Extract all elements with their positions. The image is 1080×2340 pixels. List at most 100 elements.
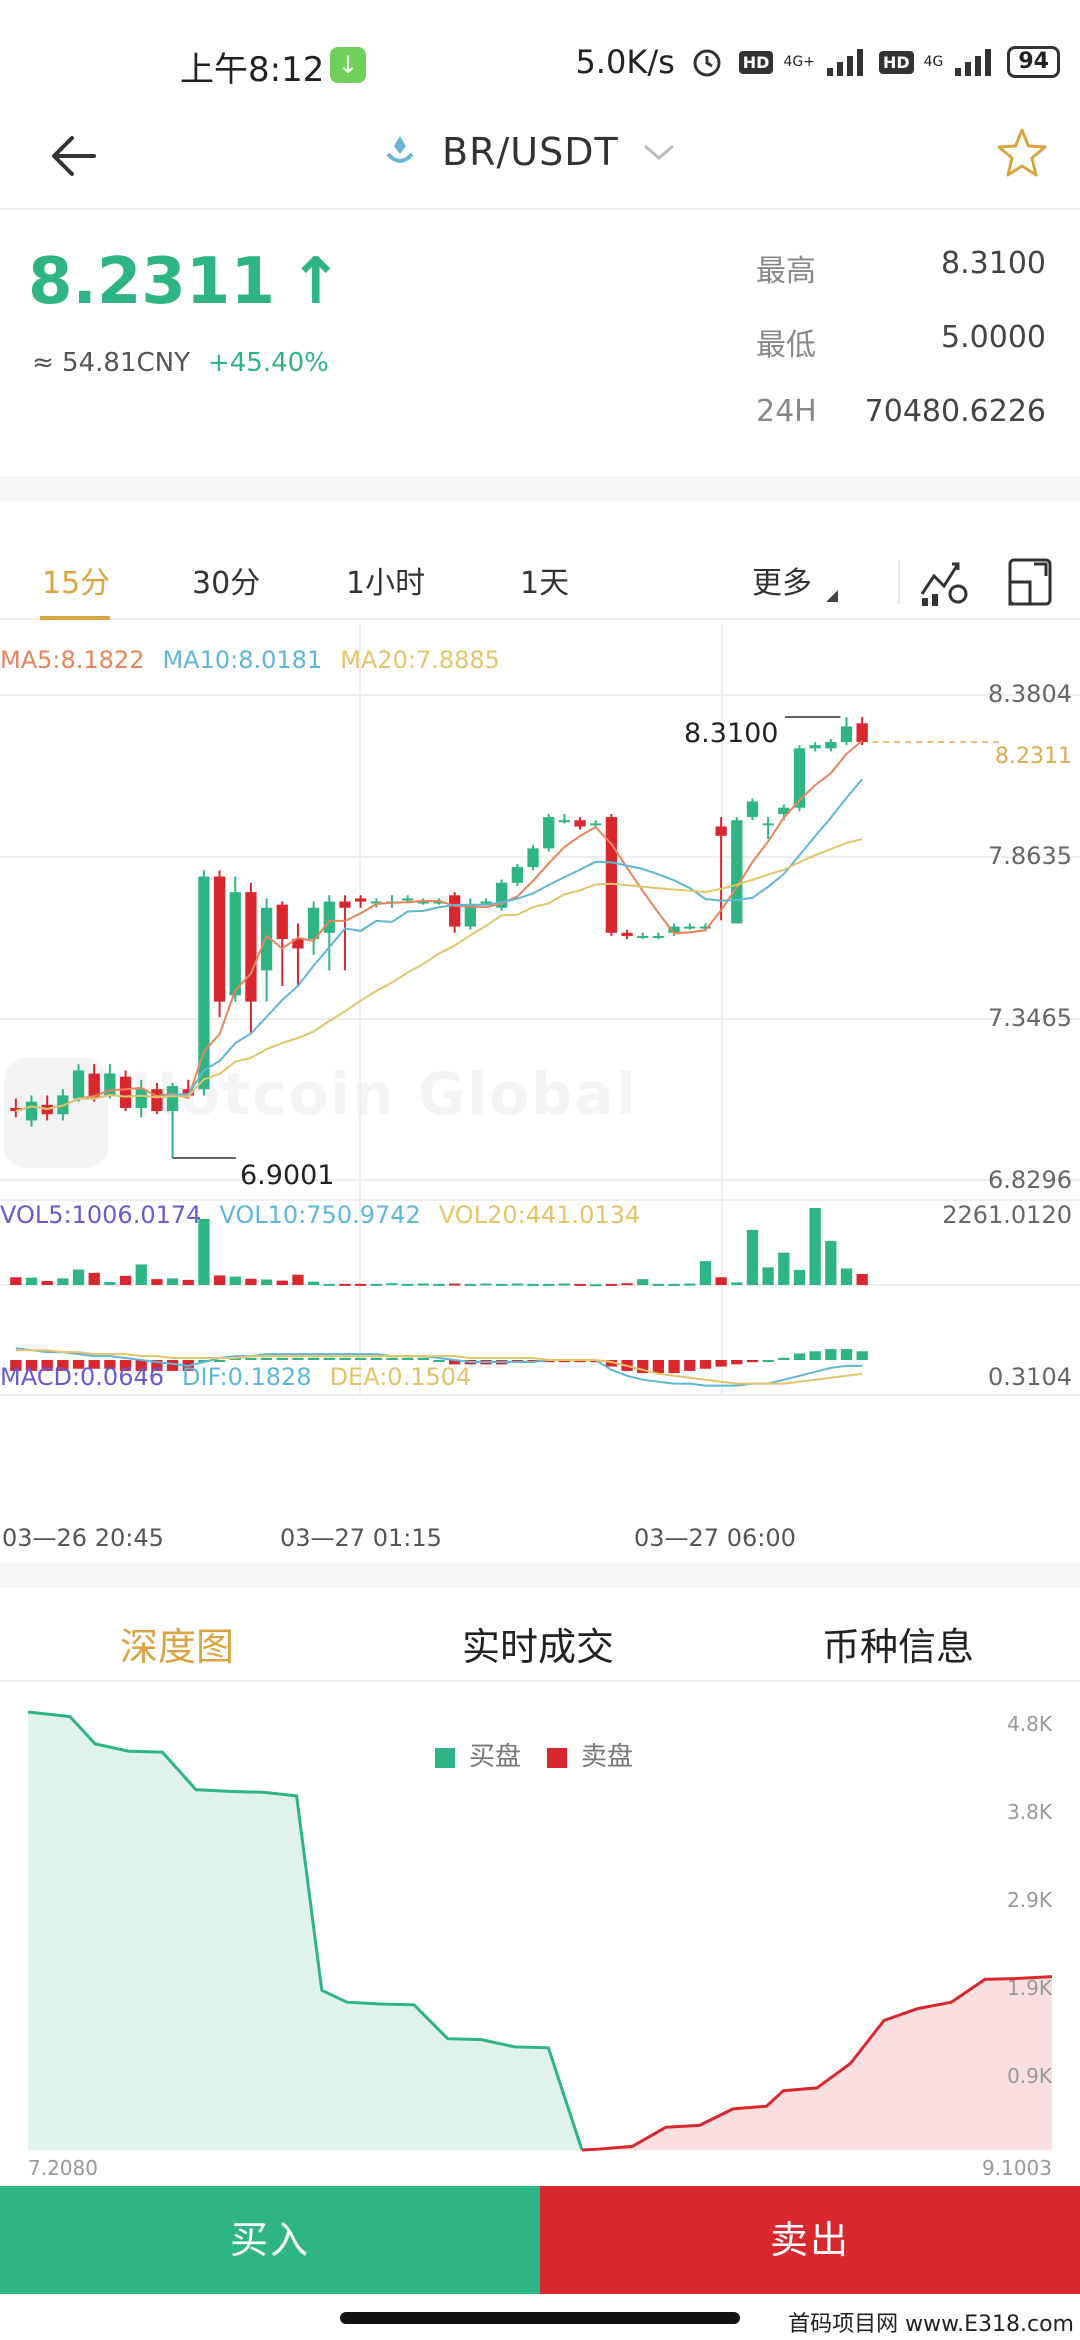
candle bbox=[229, 892, 241, 996]
depth-chart[interactable] bbox=[0, 1690, 1080, 2160]
volume-bar bbox=[354, 1283, 367, 1286]
home-indicator[interactable] bbox=[340, 2312, 740, 2324]
volume-bar bbox=[637, 1279, 649, 1285]
active-tab-underline bbox=[40, 616, 110, 620]
volume-bar bbox=[496, 1283, 508, 1286]
volume-bar bbox=[25, 1277, 38, 1285]
battery-indicator: 94 bbox=[1007, 46, 1060, 78]
candle bbox=[72, 1070, 85, 1099]
tab-1d[interactable]: 1天 bbox=[520, 566, 570, 601]
kline-chart[interactable] bbox=[0, 625, 1080, 1525]
tab-more[interactable]: 更多 bbox=[752, 566, 812, 601]
volume-bar bbox=[433, 1283, 445, 1286]
bid-depth-area bbox=[28, 1712, 582, 2150]
tab-depth[interactable]: 深度图 bbox=[120, 1625, 235, 1669]
volume-bar bbox=[699, 1261, 712, 1285]
candle bbox=[809, 745, 821, 749]
macd-bar bbox=[417, 1357, 429, 1360]
candle bbox=[496, 882, 508, 908]
candle bbox=[292, 939, 304, 949]
candle bbox=[417, 901, 429, 904]
candle bbox=[25, 1101, 38, 1121]
legend-swatch bbox=[547, 1747, 568, 1768]
macd-bar bbox=[104, 1360, 116, 1369]
volume-bar bbox=[72, 1269, 85, 1285]
tab-1h[interactable]: 1小时 bbox=[346, 566, 426, 601]
candle bbox=[354, 898, 367, 902]
sell-button[interactable]: 卖出 bbox=[540, 2186, 1080, 2294]
ma5-line bbox=[15, 740, 863, 1113]
candle bbox=[511, 867, 524, 883]
macd-bar bbox=[88, 1360, 100, 1369]
candle bbox=[746, 801, 759, 818]
candle bbox=[213, 876, 226, 1002]
candle bbox=[166, 1086, 179, 1112]
volume-bar bbox=[511, 1283, 524, 1286]
volume-bar bbox=[104, 1282, 116, 1285]
tab-coin-info[interactable]: 币种信息 bbox=[822, 1625, 975, 1669]
candle bbox=[480, 901, 492, 904]
legend-buy-label: 买盘 bbox=[469, 1742, 522, 1772]
macd-bar bbox=[119, 1360, 132, 1371]
candle bbox=[151, 1089, 163, 1112]
volume-bar bbox=[260, 1279, 273, 1285]
fullscreen-icon[interactable] bbox=[1006, 554, 1058, 608]
chevron-down-icon bbox=[643, 144, 674, 160]
tab-trades[interactable]: 实时成交 bbox=[462, 1625, 615, 1669]
network-type-2: 4G bbox=[923, 54, 944, 70]
macd-bar bbox=[856, 1351, 868, 1360]
depth-y-label: 4.8K bbox=[1007, 1712, 1052, 1736]
vol-legend: VOL5:1006.0174 VOL10:750.9742 VOL20:441.… bbox=[0, 1201, 640, 1229]
alarm-icon bbox=[693, 49, 721, 77]
macd-bar bbox=[746, 1360, 759, 1363]
volume-bar bbox=[684, 1283, 696, 1286]
tab-15m[interactable]: 15分 bbox=[42, 566, 111, 601]
candle bbox=[856, 723, 868, 743]
star-icon[interactable] bbox=[992, 124, 1052, 184]
vol5-label: VOL5:1006.0174 bbox=[0, 1201, 202, 1229]
volume-bar bbox=[135, 1264, 147, 1285]
macd-bar bbox=[731, 1360, 743, 1365]
timeframe-tabs: 15分 30分 1小时 1天 更多 bbox=[0, 540, 1080, 620]
stat-label: 最高 bbox=[756, 254, 816, 289]
macd-bar bbox=[637, 1360, 649, 1374]
price-axis-label: 7.8635 bbox=[988, 842, 1072, 870]
macd-bar bbox=[354, 1357, 367, 1360]
signal-icon bbox=[826, 49, 863, 76]
macd-bar bbox=[762, 1360, 774, 1362]
download-arrow-icon: ↓ bbox=[330, 47, 366, 83]
macd-bar bbox=[402, 1357, 414, 1360]
ma-legend: MA5:8.1822 MA10:8.0181 MA20:7.8885 bbox=[0, 646, 500, 674]
volume-bar bbox=[88, 1272, 100, 1285]
indicator-settings-icon[interactable] bbox=[918, 554, 972, 608]
network-type-1: 4G+ bbox=[783, 54, 815, 70]
macd-bar bbox=[307, 1357, 320, 1360]
buy-button[interactable]: 买入 bbox=[0, 2186, 540, 2294]
status-bar: 上午8:12 ↓ 5.0K/s HD 4G+ HD 4G 94 bbox=[0, 0, 1080, 125]
macd-bar bbox=[386, 1357, 398, 1360]
back-arrow-icon[interactable] bbox=[46, 126, 106, 186]
stat-low: 最低 5.0000 bbox=[756, 320, 1046, 394]
volume-bar bbox=[809, 1207, 821, 1285]
volume-bar bbox=[402, 1283, 414, 1286]
macd-bar bbox=[699, 1360, 712, 1369]
volume-bar bbox=[57, 1278, 69, 1285]
candle bbox=[652, 935, 665, 938]
hd-badge: HD bbox=[738, 50, 774, 74]
stat-value: 70480.6226 bbox=[864, 394, 1046, 429]
macd-axis-label: 0.3104 bbox=[988, 1363, 1072, 1391]
volume-bar bbox=[245, 1278, 257, 1285]
bid-depth-line bbox=[27, 1710, 584, 2151]
candle bbox=[245, 892, 257, 1002]
status-indicators: 5.0K/s HD 4G+ HD 4G 94 bbox=[575, 42, 1060, 82]
macd-bar bbox=[323, 1357, 335, 1360]
time-axis-label: 03—27 01:15 bbox=[280, 1524, 442, 1552]
candle bbox=[464, 904, 476, 927]
last-price-value: 8.2311 bbox=[28, 245, 275, 319]
volume-bar bbox=[668, 1283, 680, 1286]
volume-bar bbox=[276, 1280, 288, 1285]
tab-30m[interactable]: 30分 bbox=[192, 566, 261, 601]
pair-selector[interactable]: BR/USDT bbox=[380, 122, 677, 182]
macd-bar bbox=[840, 1349, 853, 1360]
macd-bar bbox=[260, 1357, 273, 1360]
